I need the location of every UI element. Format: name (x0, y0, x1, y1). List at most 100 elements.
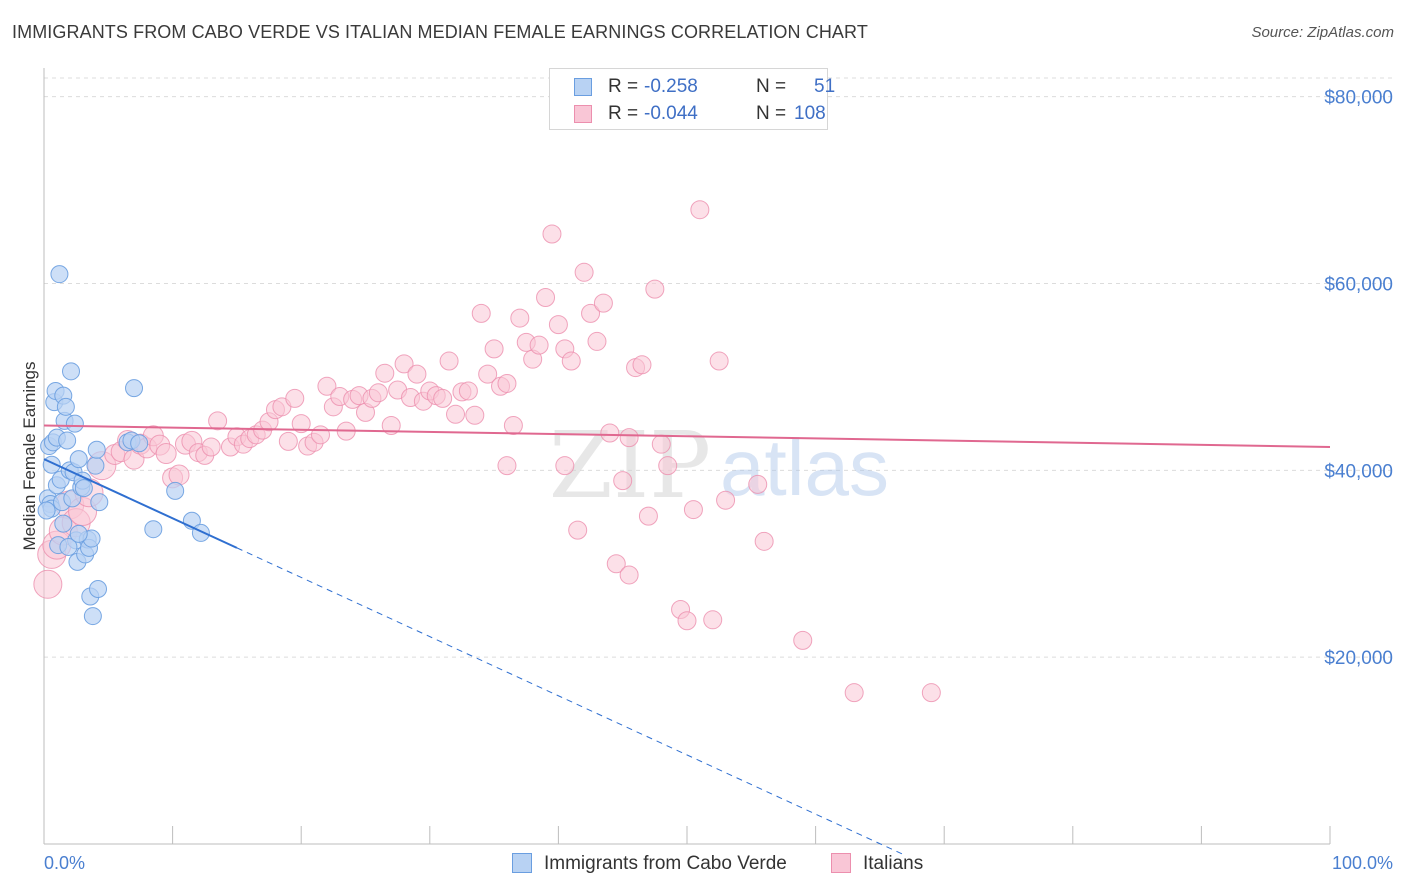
italians-point (368, 383, 388, 403)
italians-point (600, 423, 620, 443)
italians-point (33, 569, 63, 599)
italians-point (168, 464, 190, 486)
italians-point (606, 554, 626, 574)
x-tick-label-max: 100.0% (1332, 853, 1393, 873)
italians-point (716, 490, 736, 510)
legend-n-value: 108 (794, 103, 826, 124)
italians-point (208, 411, 228, 431)
italians-point (201, 437, 221, 457)
cabo-verde-point (65, 414, 84, 433)
cabo-verde-point (58, 431, 77, 450)
cabo-verde-point (90, 493, 109, 512)
italians-point (381, 416, 401, 436)
legend-n-label: N = (756, 76, 787, 97)
italians-point (155, 443, 177, 465)
italians-point (291, 414, 311, 434)
italians-point (574, 262, 594, 282)
italians-point (748, 474, 768, 494)
italians-point (465, 405, 485, 425)
x-tick-label-min: 0.0% (44, 853, 85, 873)
italians-point (536, 288, 556, 308)
cabo-verde-point (191, 523, 210, 542)
italians-point (542, 224, 562, 244)
italians-point (793, 630, 813, 650)
italians-point (510, 308, 530, 328)
italians-point (529, 335, 549, 355)
legend-swatch-blue (574, 78, 592, 96)
cabo-verde-point (130, 434, 149, 453)
italians-point (632, 355, 652, 375)
italians-point (497, 456, 517, 476)
italians-point (677, 611, 697, 631)
y-tick-label: $40,000 (1324, 461, 1393, 482)
italians-point (561, 351, 581, 371)
cabo-verde-point (50, 265, 69, 284)
italians-point (645, 279, 665, 299)
italians-point (581, 303, 601, 323)
italians-point (310, 425, 330, 445)
chart-title: IMMIGRANTS FROM CABO VERDE VS ITALIAN ME… (12, 22, 868, 42)
italians-point (921, 683, 941, 703)
bottom-legend-swatch-blue (512, 853, 532, 873)
legend-r-label: R = (608, 103, 639, 124)
italians-point (619, 428, 639, 448)
bottom-legend-label: Immigrants from Cabo Verde (544, 853, 787, 874)
italians-point (568, 520, 588, 540)
cabo-verde-point (83, 607, 102, 626)
italians-point (478, 364, 498, 384)
cabo-verde-point (144, 520, 163, 539)
cabo-verde-point (37, 501, 56, 520)
cabo-verde-point (89, 579, 108, 598)
cabo-verde-point (59, 537, 78, 556)
italians-point (754, 531, 774, 551)
correlation-legend: R = -0.258 N = 51 R = -0.044 N = 108 (549, 68, 835, 130)
cabo-verde-trendline-extension (236, 547, 906, 856)
italians-point (844, 683, 864, 703)
italians-point (458, 381, 478, 401)
italians-point (285, 388, 305, 408)
axes (43, 68, 1331, 845)
italians-point (471, 303, 491, 323)
italians-point (433, 388, 453, 408)
legend-r-value: -0.044 (644, 103, 698, 124)
italians-point (317, 376, 337, 396)
y-tick-label: $20,000 (1324, 648, 1393, 669)
cabo-verde-point (74, 479, 93, 498)
italians-trendline (43, 424, 1331, 448)
legend-n-value: 51 (814, 76, 836, 97)
legend-n-label: N = (756, 103, 787, 124)
italians-point (548, 315, 568, 335)
cabo-verde-point (69, 450, 88, 469)
italians-point (683, 500, 703, 520)
italians-point (503, 416, 523, 436)
legend-swatch-pink (574, 105, 592, 123)
chart-source: Source: ZipAtlas.com (1251, 24, 1394, 41)
italians-point (439, 351, 459, 371)
y-tick-label: $80,000 (1324, 88, 1393, 109)
cabo-verde-trendline (43, 458, 238, 549)
italians-point (484, 339, 504, 359)
legend-r-value: -0.258 (644, 76, 698, 97)
italians-point (407, 364, 427, 384)
cabo-verde-point (86, 456, 105, 475)
italians-point (278, 431, 298, 451)
italians-point (555, 456, 575, 476)
italians-point (638, 506, 658, 526)
cabo-verde-point (69, 524, 88, 543)
cabo-verde-point (54, 514, 73, 533)
italians-point (619, 565, 639, 585)
cabo-verde-point (166, 481, 185, 500)
legend-r-label: R = (608, 76, 639, 97)
cabo-verde-point (125, 379, 144, 398)
italians-point (587, 331, 607, 351)
italians-point (651, 434, 671, 454)
cabo-verde-point (62, 362, 81, 381)
italians-point (709, 351, 729, 371)
cabo-verde-points (37, 265, 210, 626)
italians-point (690, 200, 710, 220)
cabo-verde-point (87, 440, 106, 459)
italians-point (613, 471, 633, 491)
italians-point (703, 610, 723, 630)
italians-point (375, 363, 395, 383)
